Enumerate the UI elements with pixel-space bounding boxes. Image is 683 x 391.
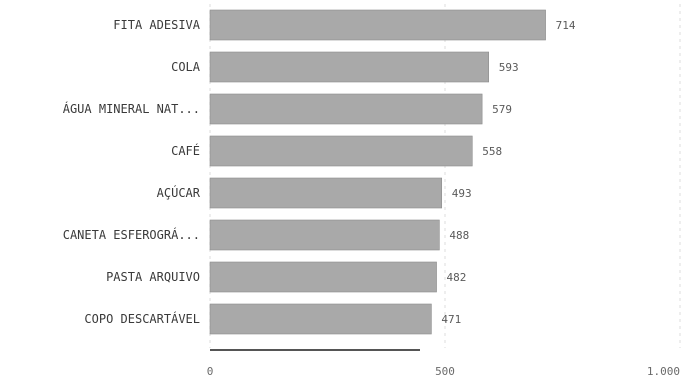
x-tick-label-0: 0: [207, 365, 214, 378]
bar-6[interactable]: [209, 219, 440, 251]
value-label-2: 593: [499, 61, 519, 74]
bar-7[interactable]: [209, 261, 437, 293]
value-label-7: 482: [447, 271, 467, 284]
axis-layer: 0 500 1.000: [207, 349, 680, 378]
value-label-8: 471: [441, 313, 461, 326]
value-label-1: 714: [556, 19, 576, 32]
label-layer: FITA ADESIVA 714 COLA 593 ÁGUA MINERAL NAT..…: [63, 18, 576, 326]
bar-3[interactable]: [209, 93, 483, 125]
category-label-4: CAFÉ: [171, 143, 200, 158]
value-label-5: 493: [452, 187, 472, 200]
bar-layer: [209, 9, 546, 335]
category-label-2: COLA: [171, 60, 201, 74]
category-label-1: FITA ADESIVA: [113, 18, 200, 32]
category-label-5: AÇÚCAR: [157, 185, 201, 200]
value-label-6: 488: [449, 229, 469, 242]
x-tick-label-2: 1.000: [647, 365, 680, 378]
bar-8[interactable]: [209, 303, 432, 335]
bar-2[interactable]: [209, 51, 490, 83]
category-label-7: PASTA ARQUIVO: [106, 270, 200, 284]
category-label-3: ÁGUA MINERAL NAT...: [63, 101, 200, 116]
bar-5[interactable]: [209, 177, 443, 209]
x-tick-label-1: 500: [435, 365, 455, 378]
category-label-8: COPO DESCARTÁVEL: [84, 311, 200, 326]
value-label-3: 579: [492, 103, 512, 116]
value-label-4: 558: [482, 145, 502, 158]
category-label-6: CANETA ESFEROGRÁ...: [63, 227, 200, 242]
bar-4[interactable]: [209, 135, 473, 167]
bar-1[interactable]: [209, 9, 546, 41]
